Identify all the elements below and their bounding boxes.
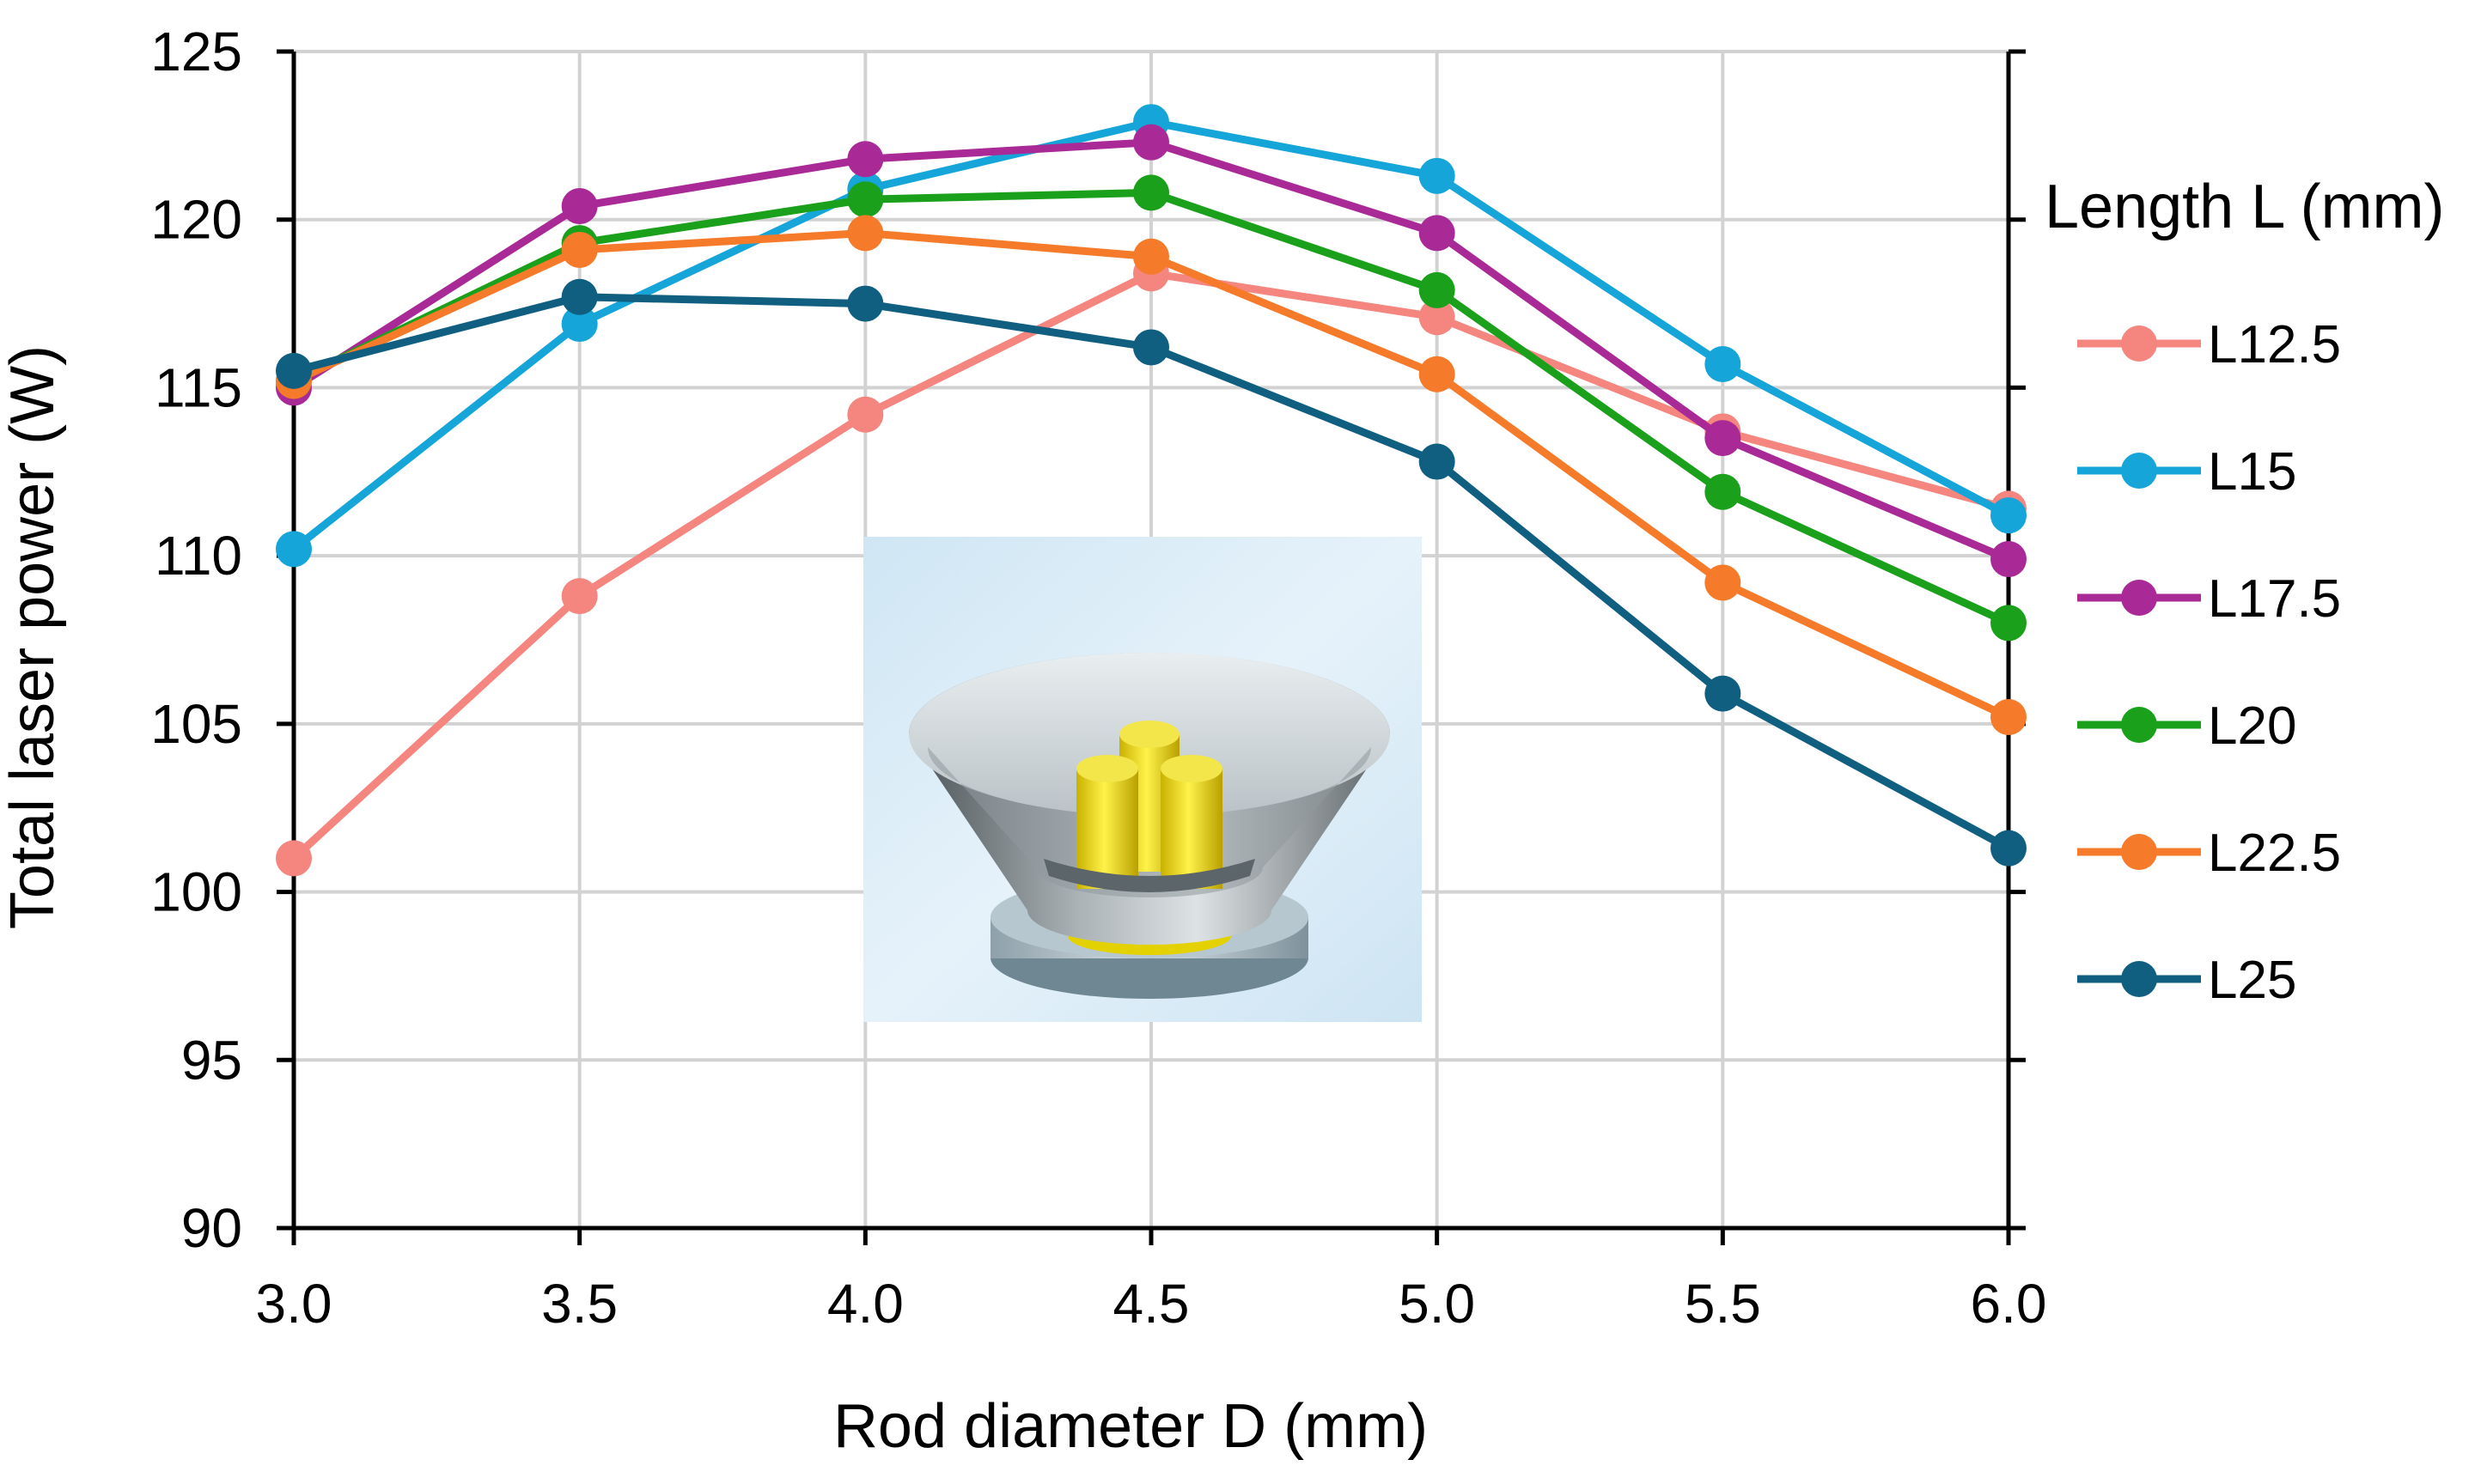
legend-marker	[2121, 961, 2157, 997]
legend-marker	[2121, 325, 2157, 362]
x-tick-label: 3.5	[541, 1273, 618, 1335]
legend-item: L22.5	[2077, 824, 2341, 883]
data-series	[276, 104, 2027, 877]
legend-marker	[2121, 834, 2157, 870]
y-tick-label: 115	[155, 356, 242, 418]
y-tick-label: 95	[181, 1029, 242, 1091]
y-axis-title: Total laser power (W)	[0, 345, 67, 929]
legend: Length L (mm) L12.5 L15 L17.5 L20 L22.5 L25	[2045, 173, 2445, 1010]
legend-title: Length L (mm)	[2045, 173, 2445, 241]
series-L25	[276, 278, 2027, 867]
data-point	[1990, 497, 2027, 534]
data-point	[276, 840, 312, 877]
data-point	[1133, 238, 1169, 275]
data-point	[847, 141, 884, 178]
data-point	[1704, 473, 1741, 510]
y-tick-label: 105	[150, 693, 242, 755]
data-point	[1418, 299, 1455, 336]
legend-marker	[2121, 707, 2157, 743]
data-point	[1704, 420, 1741, 457]
axis-labels: 90 95 100 105 110 115 120 125 3.0 3.5 4.0 4.5 5.0 5.5…	[150, 21, 2046, 1335]
series-L17.5	[276, 124, 2027, 578]
pump-cavity-illustration	[863, 537, 1422, 1022]
data-point	[1990, 830, 2027, 867]
data-point	[561, 278, 598, 315]
data-point	[1704, 346, 1741, 383]
data-point	[847, 396, 884, 433]
legend-item: L25	[2077, 951, 2296, 1010]
x-tick-label: 4.5	[1113, 1273, 1190, 1335]
y-tick-label: 110	[155, 525, 242, 587]
data-point	[1704, 564, 1741, 601]
legend-label: L22.5	[2208, 824, 2341, 883]
legend-item: L15	[2077, 442, 2296, 502]
data-point	[847, 215, 884, 252]
data-point	[276, 352, 312, 389]
data-point	[561, 578, 598, 615]
data-point	[1990, 541, 2027, 578]
data-point	[1418, 356, 1455, 392]
x-tick-label: 6.0	[1971, 1273, 2047, 1335]
x-tick-label: 3.0	[256, 1273, 332, 1335]
y-tick-label: 90	[181, 1197, 242, 1259]
legend-item: L17.5	[2077, 569, 2341, 629]
legend-marker	[2121, 580, 2157, 616]
data-point	[1418, 271, 1455, 308]
data-point	[1418, 443, 1455, 480]
legend-label: L20	[2208, 696, 2296, 756]
data-point	[561, 306, 598, 343]
data-point	[1418, 157, 1455, 194]
data-point	[847, 285, 884, 322]
data-point	[1133, 329, 1169, 366]
data-point	[1133, 174, 1169, 211]
data-point	[1990, 699, 2027, 736]
data-point	[561, 231, 598, 268]
x-tick-label: 5.0	[1399, 1273, 1475, 1335]
data-point	[847, 181, 884, 218]
legend-label: L15	[2208, 442, 2296, 502]
data-point	[276, 531, 312, 568]
series-L15	[276, 104, 2027, 568]
data-point	[561, 188, 598, 225]
data-point	[1133, 124, 1169, 161]
legend-label: L25	[2208, 951, 2296, 1010]
legend-item: L12.5	[2077, 315, 2341, 374]
data-point	[1990, 605, 2027, 642]
series-L22.5	[276, 215, 2027, 736]
x-tick-label: 4.0	[827, 1273, 904, 1335]
y-tick-label: 120	[150, 189, 242, 251]
y-tick-label: 100	[150, 861, 242, 923]
x-tick-label: 5.5	[1685, 1273, 1761, 1335]
data-point	[1704, 675, 1741, 712]
legend-label: L12.5	[2208, 315, 2341, 374]
data-point	[1418, 215, 1455, 252]
y-tick-label: 125	[150, 21, 242, 82]
x-axis-title: Rod diameter D (mm)	[833, 1392, 1428, 1461]
legend-item: L20	[2077, 696, 2296, 756]
legend-label: L17.5	[2208, 569, 2341, 629]
legend-marker	[2121, 453, 2157, 489]
